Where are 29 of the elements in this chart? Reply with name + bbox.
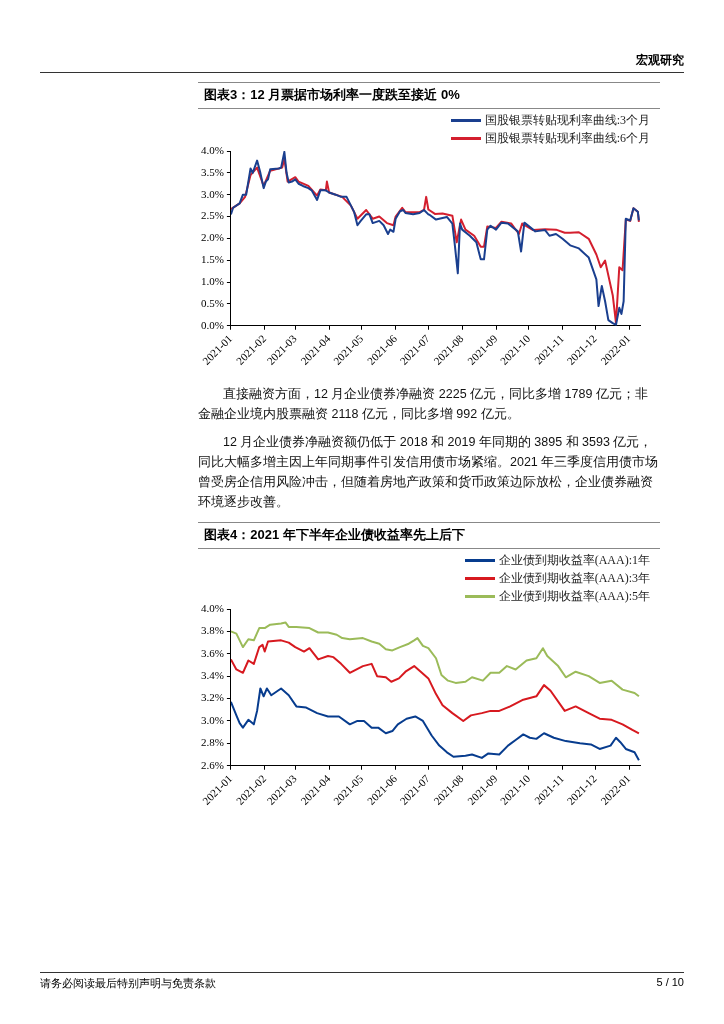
legend-label: 企业债到期收益率(AAA):1年 bbox=[498, 551, 650, 569]
y-tick-label: 2.6% bbox=[200, 758, 224, 771]
legend-label: 企业债到期收益率(AAA):3年 bbox=[498, 569, 650, 587]
y-tick-label: 3.0% bbox=[200, 713, 224, 726]
legend-label: 国股银票转贴现利率曲线:6个月 bbox=[484, 129, 650, 147]
text: 12 月企业债券净融资额仍低于 2018 和 2019 年同期的 3895 和 3593 亿元，同比大幅多增主因上年同期事件引发信用债市场紧缩。2021 年三季度信用债市场曾受房企信用风险冲击，但随着房地产政策和货币政策边际放松，企业债券融资环境逐步改善。 bbox=[198, 434, 660, 511]
text: 5 / 10 bbox=[656, 976, 684, 990]
y-tick-label: 3.8% bbox=[200, 624, 224, 637]
text: 宏观研究 bbox=[636, 53, 684, 67]
chart-title: 图表4：2021 年下半年企业债收益率先上后下 bbox=[198, 522, 660, 549]
y-tick-label: 3.0% bbox=[200, 187, 224, 200]
y-tick-label: 1.0% bbox=[200, 274, 224, 287]
y-tick-label: 3.4% bbox=[200, 669, 224, 682]
y-tick-label: 0.5% bbox=[200, 296, 224, 309]
text: 请务必阅读最后特别声明与免责条款 bbox=[40, 976, 216, 991]
y-tick-label: 2.5% bbox=[200, 209, 224, 222]
y-tick-label: 2.0% bbox=[200, 231, 224, 244]
chart-title: 图表3：12 月票据市场利率一度跌至接近 0% bbox=[198, 82, 660, 109]
y-tick-label: 4.0% bbox=[200, 601, 224, 614]
legend-label: 国股银票转贴现利率曲线:3个月 bbox=[484, 111, 650, 129]
legend-label: 企业债到期收益率(AAA):5年 bbox=[498, 587, 650, 605]
y-tick-label: 2.8% bbox=[200, 736, 224, 749]
y-tick-label: 3.6% bbox=[200, 646, 224, 659]
text: 直接融资方面，12 月企业债券净融资 2225 亿元，同比多增 1789 亿元；非金融企业境内股票融资 2118 亿元，同比多增 992 亿元。 bbox=[198, 386, 649, 423]
y-tick-label: 3.5% bbox=[200, 165, 224, 178]
y-tick-label: 1.5% bbox=[200, 253, 224, 266]
y-tick-label: 4.0% bbox=[200, 143, 224, 156]
y-tick-label: 3.2% bbox=[200, 691, 224, 704]
y-tick-label: 0.0% bbox=[200, 318, 224, 331]
